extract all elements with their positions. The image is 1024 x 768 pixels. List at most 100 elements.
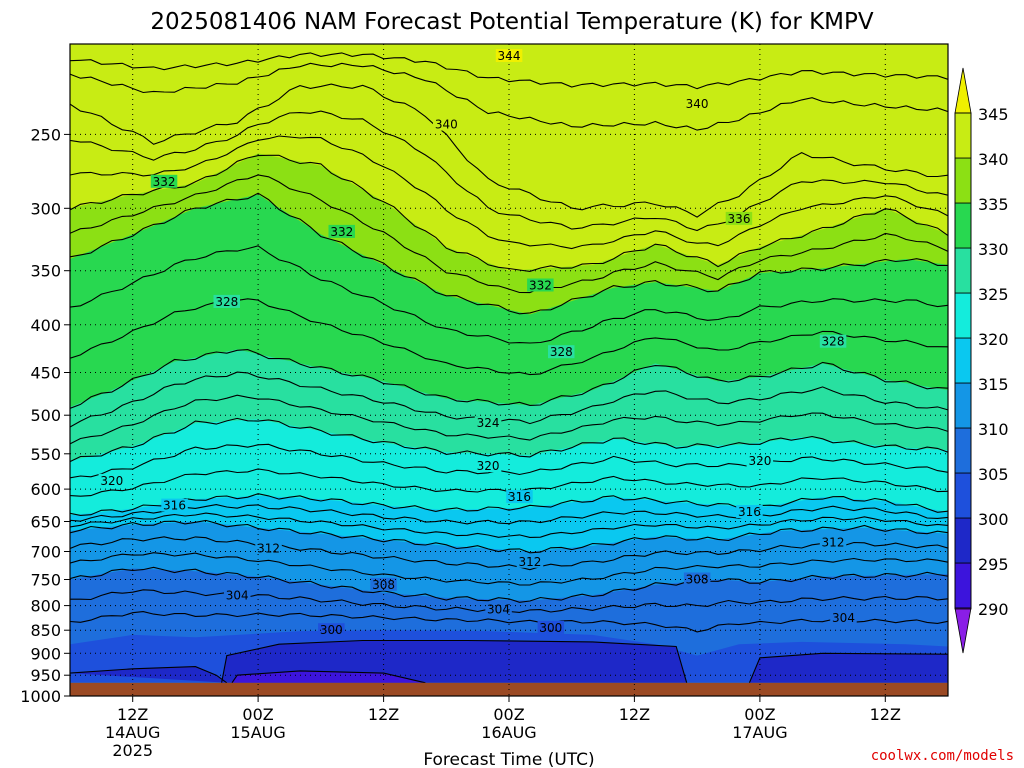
contour-line — [70, 417, 948, 463]
colorbar-label: 305 — [978, 465, 1009, 484]
x-tick-label: 2025 — [112, 741, 153, 760]
contour-line — [70, 154, 948, 272]
colorbar-box — [954, 157, 972, 204]
contour-label-bg — [495, 49, 523, 62]
contour-line — [70, 512, 948, 538]
colorbar-label: 310 — [978, 420, 1009, 439]
contour-label: 304 — [832, 611, 855, 625]
colorbar-label: 335 — [978, 195, 1009, 214]
contour-line — [70, 135, 948, 250]
y-axis: 250 300 350 400 450 500 550 600 650 700 750 800 850 9… — [20, 125, 70, 706]
heatmap-band — [232, 670, 426, 683]
contour-label-bg — [328, 224, 355, 238]
colorbar-box — [954, 382, 972, 429]
x-tick-label: 12Z — [619, 705, 650, 724]
contour-line — [70, 666, 228, 684]
colorbar-box — [954, 427, 972, 474]
contour-label: 300 — [320, 623, 343, 637]
colorbar-box — [954, 472, 972, 519]
contour-label-bg — [683, 572, 711, 586]
colorbar-box — [954, 517, 972, 564]
contour-label: 312 — [257, 542, 280, 556]
contour-label-bg — [830, 611, 857, 625]
colorbar-label: 345 — [978, 105, 1009, 124]
y-tick-label: 650 — [30, 513, 61, 532]
contour-label: 308 — [686, 573, 709, 587]
x-axis-label: Forecast Time (UTC) — [423, 750, 594, 768]
contour-label: 340 — [686, 97, 709, 111]
contour-label-bg — [746, 454, 774, 468]
contour-label-bg — [433, 117, 460, 131]
contour-line — [70, 245, 948, 344]
x-tick-label: 00Z — [744, 705, 775, 724]
contour-line — [231, 670, 426, 684]
y-tick-label: 250 — [30, 125, 61, 144]
contour-label: 316 — [163, 499, 186, 513]
contour-label-bg — [474, 459, 502, 473]
contour-label: 304 — [487, 603, 510, 617]
heatmap-band — [749, 653, 948, 683]
colorbar-box — [954, 337, 972, 384]
contour-label: 328 — [550, 345, 573, 359]
contour-label: 328 — [215, 295, 238, 309]
colorbar-label: 330 — [978, 240, 1009, 259]
chart-title: 2025081406 NAM Forecast Potential Temper… — [150, 9, 874, 35]
contour-label-bg — [224, 588, 251, 602]
credit-link[interactable]: coolwx.com/models — [871, 748, 1014, 764]
contour-label-bg — [318, 623, 345, 637]
contour-line — [70, 443, 948, 479]
contour-label: 340 — [435, 118, 458, 132]
colorbar-label: 300 — [978, 510, 1009, 529]
y-tick-label: 350 — [30, 262, 61, 281]
y-tick-label: 950 — [30, 666, 61, 685]
contour-line — [748, 652, 948, 684]
y-tick-label: 700 — [30, 543, 61, 562]
colorbar-box — [954, 247, 972, 294]
x-tick-label: 16AUG — [481, 723, 536, 742]
contour-label: 320 — [748, 454, 771, 468]
x-tick-label: 00Z — [242, 705, 273, 724]
contour-label-bg — [474, 416, 502, 430]
contour-label-bg — [736, 505, 763, 518]
contour-label: 332 — [153, 175, 176, 189]
x-tick-label: 12Z — [368, 705, 399, 724]
contour-label-bg — [819, 334, 847, 348]
contour-line — [70, 62, 948, 131]
contour-label: 316 — [738, 505, 761, 519]
colorbar-box — [954, 67, 972, 114]
colorbar-box — [954, 562, 972, 609]
x-tick-label: 12Z — [117, 705, 148, 724]
y-tick-label: 300 — [30, 199, 61, 218]
colorbar-label: 320 — [978, 330, 1009, 349]
contour-label: 312 — [518, 555, 541, 569]
colorbar-label: 290 — [978, 600, 1009, 619]
colorbar-label: 325 — [978, 285, 1009, 304]
colorbar-label: 295 — [978, 555, 1009, 574]
y-tick-label: 400 — [30, 316, 61, 335]
contour-label-bg — [150, 174, 178, 188]
x-tick-label: 00Z — [493, 705, 524, 724]
contour-label: 332 — [529, 279, 552, 293]
contour-label: 328 — [822, 335, 845, 349]
y-tick-label: 500 — [30, 406, 61, 425]
contour-label-bg — [161, 498, 188, 512]
contour-label: 324 — [477, 416, 500, 430]
contour-label-bg — [506, 490, 533, 504]
contour-label: 332 — [330, 225, 353, 239]
contour-label-bg — [213, 294, 240, 308]
contour-label-bg — [527, 278, 554, 292]
y-tick-label: 850 — [30, 621, 61, 640]
y-tick-label: 1000 — [20, 687, 61, 706]
contour-label: 300 — [539, 621, 562, 635]
colorbar-box — [954, 292, 972, 339]
contour-label-bg — [819, 535, 847, 549]
y-tick-label: 600 — [30, 480, 61, 499]
contour-line — [70, 566, 948, 603]
colorbar-box — [954, 202, 972, 249]
contour-line — [70, 192, 948, 315]
contour-line — [70, 504, 948, 525]
y-tick-label: 550 — [30, 445, 61, 464]
contour-label-bg — [725, 211, 753, 225]
